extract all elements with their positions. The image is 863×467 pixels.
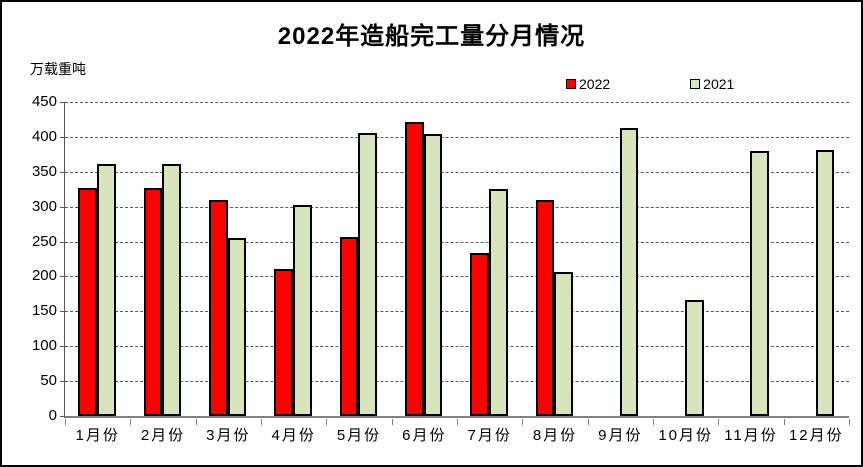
x-axis-tick-8 bbox=[587, 419, 589, 425]
bar-2021-11月份 bbox=[750, 150, 769, 416]
y-axis-tick-400 bbox=[60, 136, 65, 138]
bar-2022-6月份 bbox=[405, 121, 424, 416]
bar-2022-4月份 bbox=[274, 269, 293, 416]
x-axis-label-6月份: 6月份 bbox=[402, 427, 447, 444]
chart-title: 2022年造船完工量分月情况 bbox=[277, 23, 586, 50]
x-axis-label-2月份: 2月份 bbox=[140, 427, 186, 444]
x-axis-label-12月份: 12月份 bbox=[788, 427, 844, 444]
legend: 2022 2021 bbox=[566, 76, 734, 92]
gridline-50 bbox=[65, 381, 849, 383]
y-axis-label-450: 450 bbox=[31, 93, 57, 110]
legend-item-2021: 2021 bbox=[690, 76, 734, 92]
x-axis-label-4月份: 4月份 bbox=[271, 427, 316, 444]
y-axis-label-400: 400 bbox=[31, 127, 57, 145]
y-axis-label-200: 200 bbox=[31, 267, 57, 285]
bar-2021-10月份 bbox=[685, 300, 704, 416]
y-axis-tick-0 bbox=[60, 416, 65, 417]
x-axis-label-7月份: 7月份 bbox=[467, 427, 512, 444]
y-axis-tick-150 bbox=[60, 311, 65, 313]
x-axis-tick-3 bbox=[261, 419, 262, 425]
y-axis-label-150: 150 bbox=[31, 302, 57, 320]
x-axis-tick-2 bbox=[195, 419, 197, 425]
gridline-350 bbox=[65, 171, 849, 173]
x-axis-tick-12 bbox=[849, 419, 850, 425]
gridline-200 bbox=[65, 276, 849, 278]
bar-2022-5月份 bbox=[339, 237, 359, 416]
y-axis-tick-50 bbox=[60, 381, 65, 383]
gridline-250 bbox=[65, 241, 849, 243]
x-axis-label-5月份: 5月份 bbox=[336, 427, 382, 444]
y-axis-tick-450 bbox=[60, 102, 65, 103]
legend-swatch-2022 bbox=[566, 79, 576, 89]
x-axis-label-9月份: 9月份 bbox=[598, 427, 643, 444]
y-axis-label-100: 100 bbox=[31, 337, 57, 355]
x-axis-label-3月份: 3月份 bbox=[206, 427, 251, 444]
bar-2022-2月份 bbox=[143, 187, 163, 416]
y-axis-tick-200 bbox=[60, 276, 65, 278]
bar-2021-12月份 bbox=[815, 150, 835, 416]
y-axis-label-50: 50 bbox=[40, 372, 57, 390]
bar-2021-5月份 bbox=[358, 133, 377, 416]
legend-label-2021: 2021 bbox=[703, 76, 735, 92]
legend-item-2022: 2022 bbox=[566, 76, 610, 92]
y-axis-label-300: 300 bbox=[31, 197, 57, 215]
x-axis-tick-1 bbox=[130, 419, 132, 425]
bar-2022-3月份 bbox=[209, 200, 228, 416]
bar-2022-7月份 bbox=[470, 252, 489, 416]
bar-2021-7月份 bbox=[489, 188, 508, 416]
x-axis-label-1月份: 1月份 bbox=[75, 427, 120, 444]
y-axis-tick-350 bbox=[60, 171, 65, 173]
y-axis-tick-100 bbox=[60, 346, 65, 348]
bar-2022-1月份 bbox=[78, 187, 97, 416]
y-axis-label-0: 0 bbox=[48, 407, 57, 424]
legend-swatch-2021 bbox=[690, 79, 701, 89]
gridline-100 bbox=[65, 346, 849, 348]
bar-2021-9月份 bbox=[619, 127, 639, 416]
x-axis-tick-7 bbox=[522, 419, 524, 425]
bar-2021-3月份 bbox=[227, 238, 247, 416]
legend-label-2022: 2022 bbox=[579, 76, 611, 92]
plot-area: 0 50 100 150 200 250 300 350 400 450 1月份 2月份 3月份 4月份 5… bbox=[32, 93, 850, 444]
gridline-450 bbox=[65, 102, 849, 103]
x-axis-label-10月份: 10月份 bbox=[658, 427, 713, 444]
y-axis-label-250: 250 bbox=[31, 232, 57, 250]
x-axis-tick-5 bbox=[391, 419, 393, 425]
y-axis-tick-300 bbox=[60, 206, 65, 208]
gridline-150 bbox=[65, 311, 849, 313]
x-axis-label-11月份: 11月份 bbox=[724, 427, 778, 444]
bar-2021-8月份 bbox=[554, 271, 573, 416]
bar-2021-2月份 bbox=[162, 164, 181, 416]
x-axis-tick-11 bbox=[783, 419, 785, 425]
x-axis-tick-9 bbox=[653, 419, 654, 425]
y-axis-label-350: 350 bbox=[31, 162, 57, 180]
x-axis-tick-10 bbox=[718, 419, 720, 425]
x-axis-tick-6 bbox=[457, 419, 458, 425]
y-axis-tick-250 bbox=[60, 241, 65, 243]
bar-2022-8月份 bbox=[535, 200, 555, 416]
x-axis-label-8月份: 8月份 bbox=[532, 427, 578, 444]
y-axis-unit-label: 万载重吨 bbox=[30, 61, 86, 77]
bar-2021-1月份 bbox=[97, 164, 116, 416]
x-axis-tick-4 bbox=[326, 419, 328, 425]
gridline-300 bbox=[65, 206, 849, 208]
bar-2021-6月份 bbox=[423, 134, 443, 416]
gridline-400 bbox=[65, 136, 849, 138]
bar-2021-4月份 bbox=[293, 205, 312, 416]
x-axis-tick-0 bbox=[65, 419, 66, 425]
